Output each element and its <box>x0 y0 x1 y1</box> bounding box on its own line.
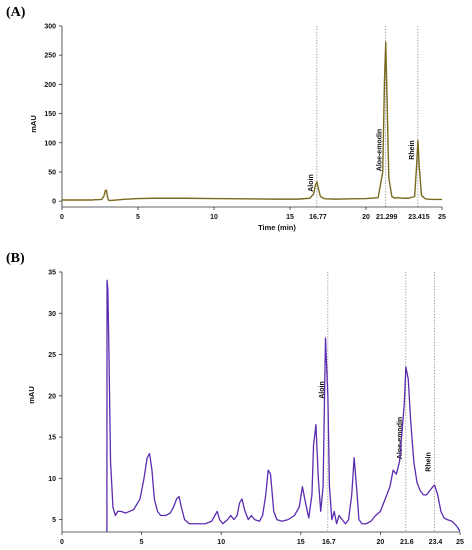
panel-a-x-tick-label: 20 <box>362 214 370 221</box>
panel-a-y-tick-label: 300 <box>44 24 56 31</box>
panel-a-x-axis-title: Time (min) <box>258 223 296 232</box>
panel-a-trace <box>62 41 442 202</box>
panel-a-peak-label-rhein: Rhein <box>409 140 416 159</box>
panel-a-rt-label-aloe-emodin: 21.299 <box>376 214 398 221</box>
panel-b-y-axis-title: mAU <box>27 386 36 404</box>
panel-a-y-axis-title: mAU <box>29 115 38 133</box>
panel-b-x-tick-label: 25 <box>456 539 464 546</box>
panel-b-rt-label-aloin: 16.7 <box>322 539 336 546</box>
panel-a-y-tick-label: 100 <box>44 140 56 147</box>
panel-b-x-tick-label: 15 <box>297 539 305 546</box>
panel-b-trace <box>106 279 461 533</box>
panel-a-label: (A) <box>6 5 26 20</box>
panel-b-x-tick-label: 20 <box>377 539 385 546</box>
panel-b-y-tick-label: 35 <box>48 270 56 277</box>
panel-a-rt-label-aloin: 16.77 <box>309 214 327 221</box>
panel-b-rt-label-aloe-emodin: 21.6 <box>400 539 414 546</box>
panel-a: (A) 0 50 100 150 200 250 300 0 5 10 15 20 25 Time (mi… <box>6 5 446 232</box>
panel-b-x-tick-label: 10 <box>217 539 225 546</box>
panel-a-rt-label-rhein: 23.415 <box>408 214 430 221</box>
panel-b-y-tick-label: 10 <box>48 476 56 483</box>
panel-a-y-tick-label: 0 <box>52 199 56 206</box>
panel-b-y-tick-label: 5 <box>52 517 56 524</box>
panel-b-y-tick-label: 15 <box>48 435 56 442</box>
panel-a-y-tick-label: 150 <box>44 111 56 118</box>
panel-b-x-tick-label: 0 <box>60 539 64 546</box>
panel-a-x-tick-label: 25 <box>438 214 446 221</box>
panel-a-y-tick-label: 200 <box>44 82 56 89</box>
panel-b-x-tick-label: 5 <box>140 539 144 546</box>
panel-b-y-tick-label: 25 <box>48 352 56 359</box>
panel-b-peak-label-aloin: Aloin <box>319 381 326 399</box>
panel-b-y-tick-label: 30 <box>48 311 56 318</box>
panel-b-peak-label-aloe-emodin: Aloe-emodin <box>397 417 404 459</box>
panel-a-y-tick-label: 250 <box>44 53 56 60</box>
panel-a-x-tick-label: 10 <box>210 214 218 221</box>
panel-b-peak-label-rhein: Rhein <box>426 452 433 471</box>
panel-a-x-tick-label: 5 <box>136 214 140 221</box>
panel-b-y-tick-label: 20 <box>48 393 56 400</box>
panel-b-rt-label-rhein: 23.4 <box>429 539 443 546</box>
panel-a-peak-label-aloin: Aloin <box>308 174 315 192</box>
panel-b: (B) 5 10 15 20 25 30 35 0 5 10 15 20 25 mAU Aloin 16.7 A… <box>6 251 464 546</box>
panel-a-y-tick-label: 50 <box>48 169 56 176</box>
panel-a-peak-label-aloe-emodin: Aloe-emodin <box>377 129 384 171</box>
panel-b-label: (B) <box>6 251 25 266</box>
panel-a-x-tick-label: 15 <box>286 214 294 221</box>
panel-a-x-tick-label: 0 <box>60 214 64 221</box>
